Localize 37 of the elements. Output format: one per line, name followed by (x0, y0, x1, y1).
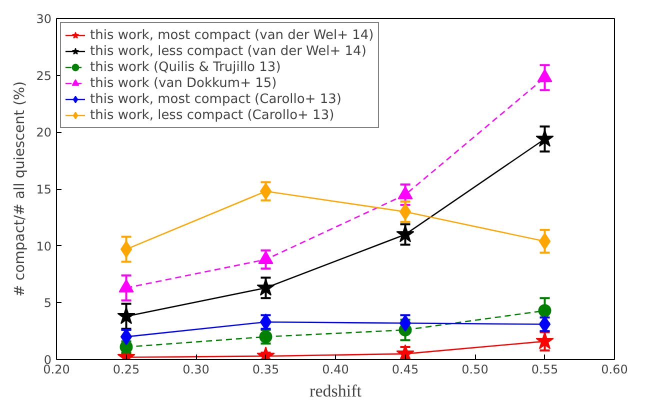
x-tick-label: 0.60 (601, 362, 628, 376)
point (117, 306, 136, 324)
legend-label: this work, most compact (van der Wel+ 14) (90, 27, 374, 43)
point (258, 250, 274, 264)
x-tick-label: 0.50 (462, 362, 488, 376)
point (536, 332, 554, 350)
y-tick-label: 10 (36, 239, 52, 254)
x-tick-label: 0.25 (112, 362, 140, 376)
y-tick-label: 20 (36, 126, 52, 140)
point (398, 186, 413, 200)
x-tick-label: 0.35 (252, 362, 280, 376)
x-tick-label: 0.30 (182, 362, 210, 376)
y-axis-title: # compact/# all quiescent (%) (12, 81, 28, 297)
y-tick-label: 25 (36, 68, 52, 83)
x-tick-label: 0.20 (43, 362, 70, 376)
point (537, 69, 552, 82)
x-tick-label: 0.45 (392, 362, 419, 376)
y-tick-label: 30 (36, 12, 52, 26)
x-tick-label: 0.40 (322, 362, 349, 376)
x-axis-title: redshift (310, 382, 362, 400)
point (536, 129, 554, 147)
point (396, 224, 414, 242)
point (399, 203, 412, 220)
y-tick-label: 15 (36, 182, 52, 196)
legend-label: this work (Quilis & Trujillo 13) (90, 59, 281, 75)
y-tick-label: 5 (44, 296, 52, 310)
point (259, 330, 272, 344)
legend-label: this work, less compact (van der Wel+ 14) (90, 43, 366, 59)
x-tick-label: 0.55 (531, 362, 558, 376)
point (538, 232, 551, 250)
legend-label: this work, most compact (Carollo+ 13) (90, 91, 342, 107)
legend-label: this work (van Dokkum+ 15) (90, 75, 277, 91)
point (256, 278, 275, 296)
point (120, 240, 132, 258)
legend-label: this work, less compact (Carollo+ 13) (90, 107, 334, 123)
point (399, 314, 412, 332)
point (538, 304, 552, 318)
